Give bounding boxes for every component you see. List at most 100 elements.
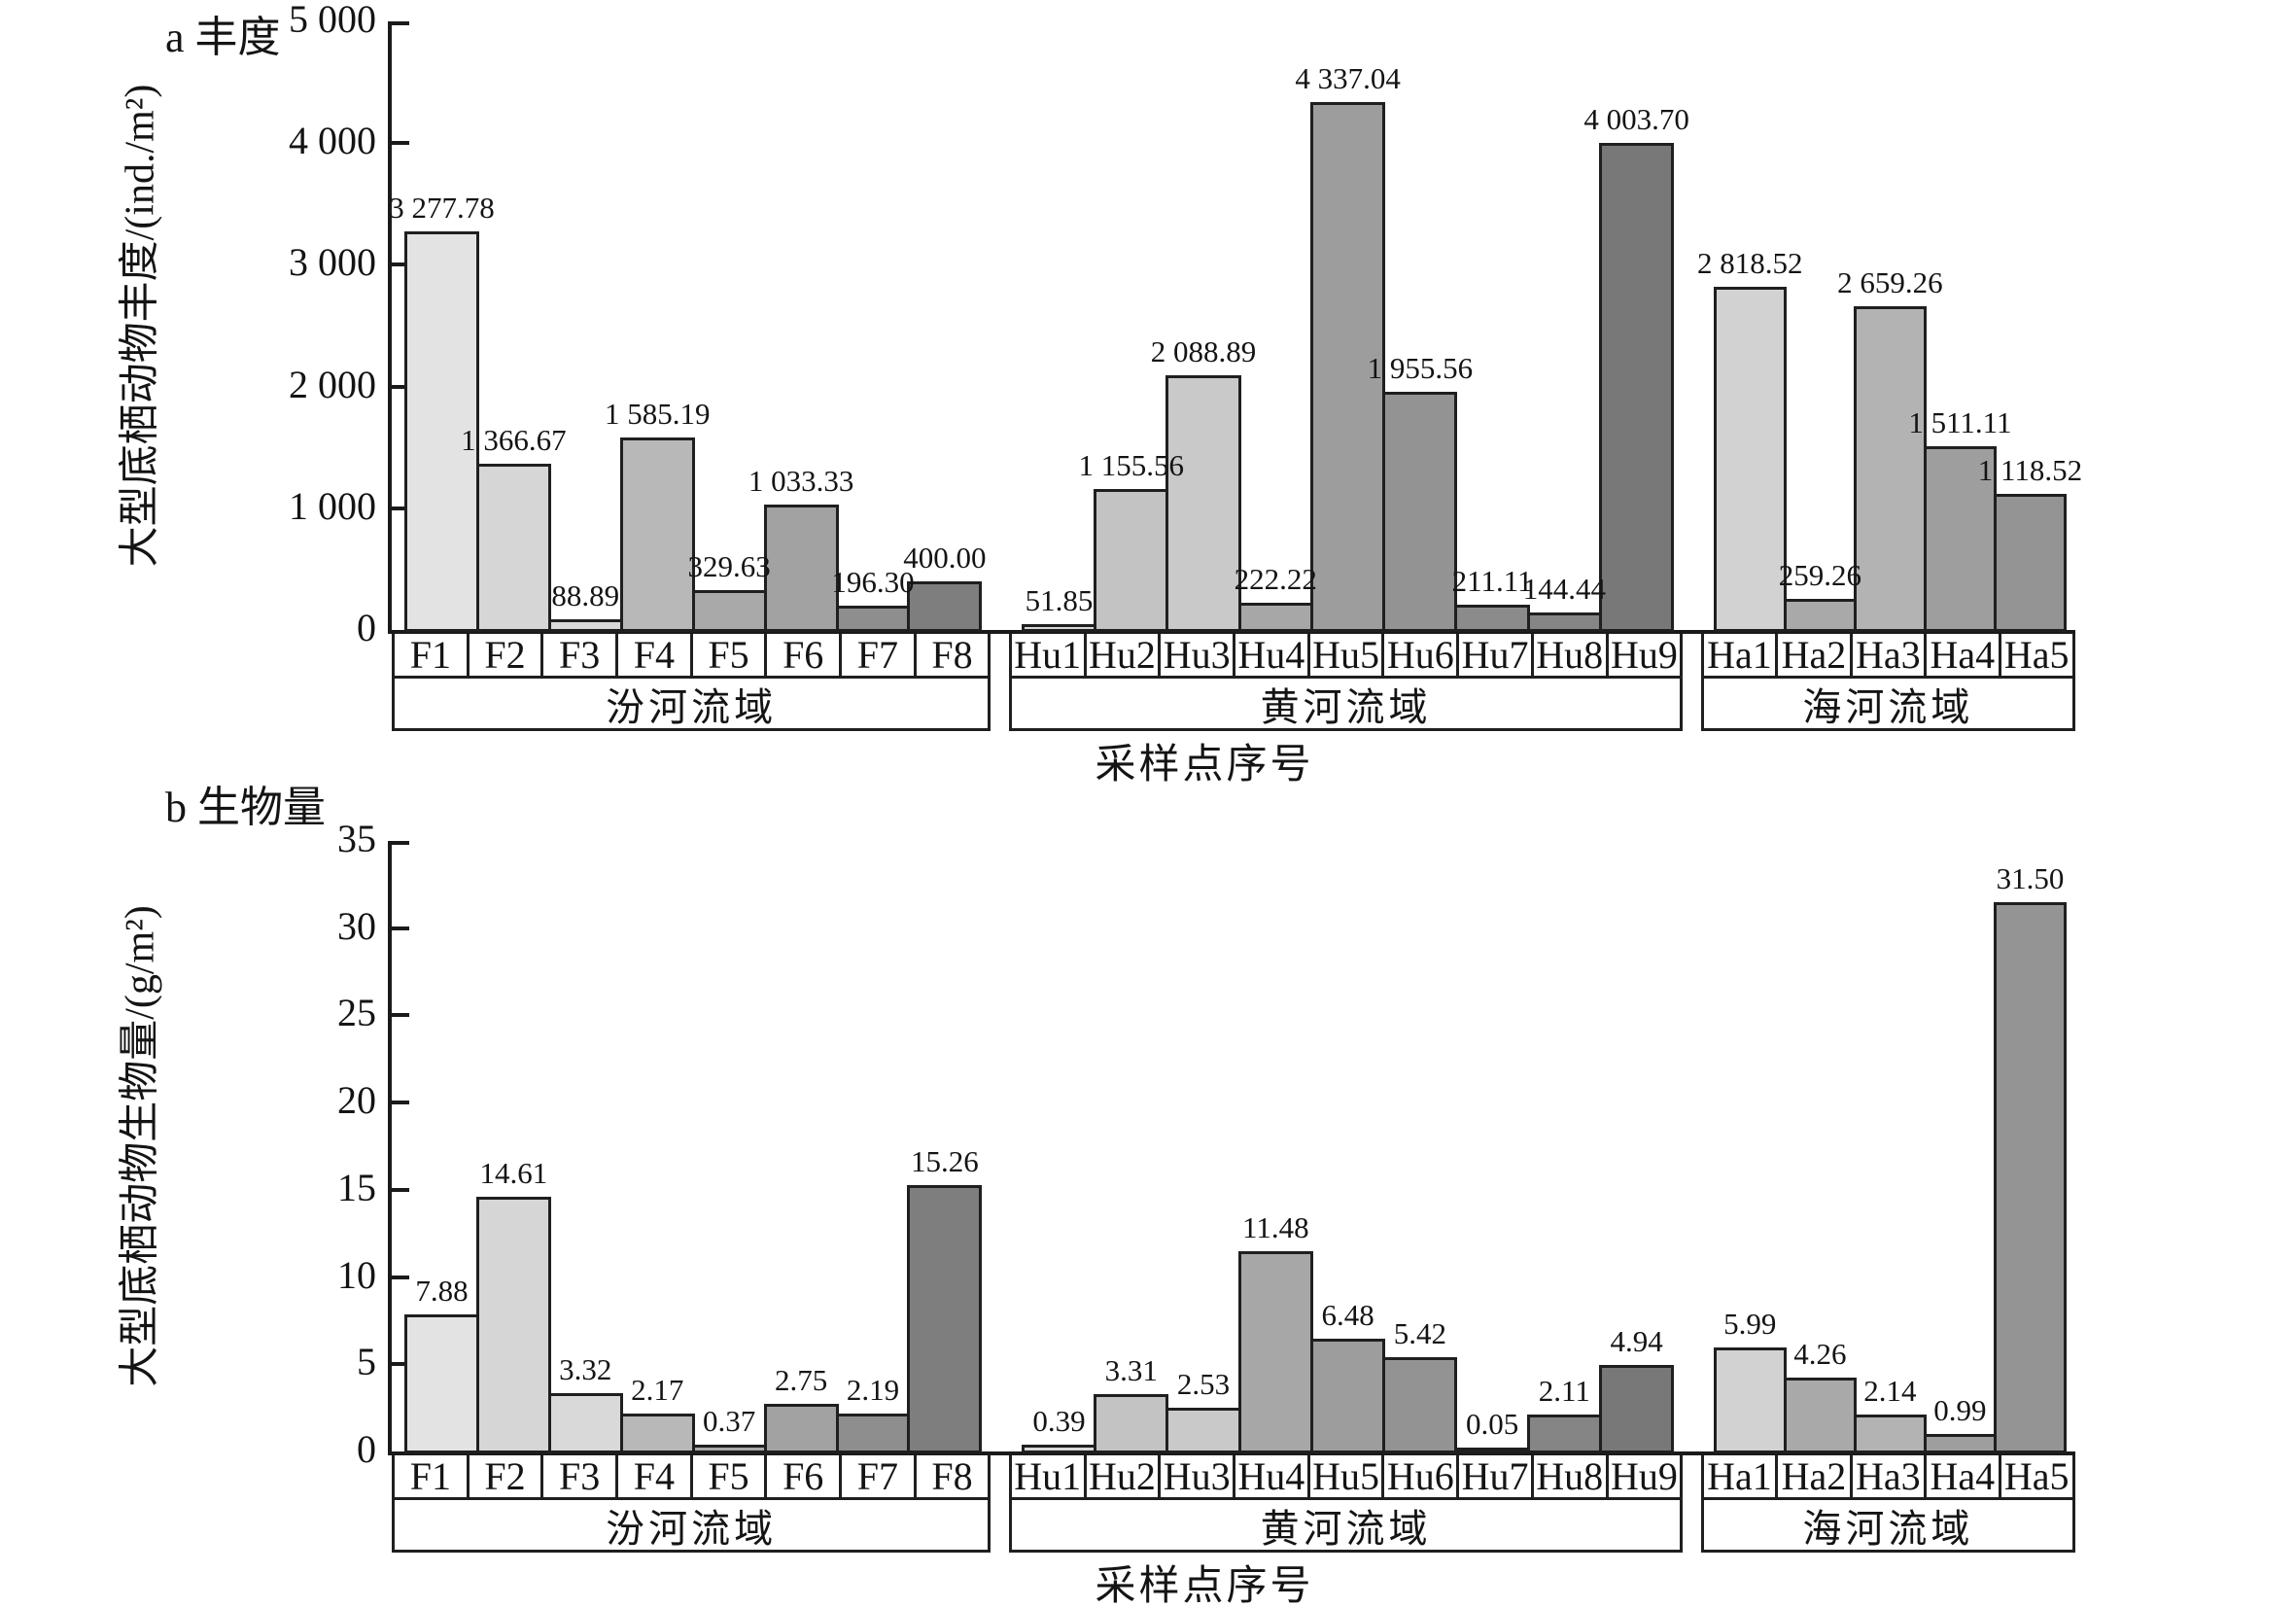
bar-F8 — [907, 580, 983, 632]
value-label-F4: 2.17 — [631, 1373, 684, 1408]
value-label-F6: 1 033.33 — [748, 463, 854, 498]
panel-title: a 丰度 — [165, 14, 281, 61]
bar-F8 — [907, 1185, 983, 1453]
y-tick-mark — [392, 1101, 409, 1105]
bar-F4 — [619, 1414, 695, 1453]
value-label-F5: 329.63 — [687, 548, 771, 583]
category-cell-F2: F2 — [470, 1454, 544, 1498]
value-label-F3: 88.89 — [551, 577, 620, 612]
bar-Ha1 — [1713, 287, 1787, 632]
value-label-F1: 7.88 — [415, 1273, 469, 1308]
category-cell-Ha4: Ha4 — [1927, 633, 2001, 677]
category-cell-Hu1: Hu1 — [1012, 1454, 1087, 1498]
y-axis-line — [388, 841, 392, 1451]
y-tick-mark — [392, 384, 409, 389]
bar-Ha4 — [1923, 1434, 1997, 1453]
bar-F5 — [691, 1445, 767, 1453]
bar-Hu9 — [1599, 1365, 1675, 1453]
value-label-Ha4: 0.99 — [1933, 1393, 1987, 1428]
y-tick-label: 30 — [337, 903, 376, 948]
category-row: F1 F2 F3 F4 F5 F6 F7 F8 — [392, 1454, 991, 1500]
bar-Hu4 — [1237, 603, 1313, 632]
value-label-Ha3: 2.14 — [1863, 1373, 1917, 1408]
bar-Hu4 — [1237, 1251, 1313, 1453]
value-label-Ha5: 31.50 — [1996, 860, 2065, 895]
y-tick-mark — [392, 141, 409, 146]
bar-Hu1 — [1021, 623, 1097, 632]
value-label-Ha2: 4.26 — [1793, 1336, 1847, 1371]
category-cell-F1: F1 — [395, 633, 470, 677]
value-label-F2: 14.61 — [479, 1155, 548, 1190]
category-cell-F3: F3 — [543, 633, 619, 677]
category-cell-Hu8: Hu8 — [1534, 1454, 1609, 1498]
category-row: F1 F2 F3 F4 F5 F6 F7 F8 — [392, 633, 991, 679]
basin-band: 海河流域 — [1700, 1500, 2075, 1553]
category-cell-F3: F3 — [543, 1454, 619, 1498]
x-axis-title: 采样点序号 — [1095, 743, 1314, 787]
value-label-F8: 15.26 — [911, 1144, 979, 1179]
y-tick-mark — [392, 1275, 409, 1279]
category-cell-Ha1: Ha1 — [1704, 633, 1779, 677]
x-axis-line — [388, 630, 2075, 634]
bar-Ha5 — [1993, 901, 2067, 1453]
value-label-Hu8: 2.11 — [1538, 1374, 1590, 1409]
category-cell-Ha5: Ha5 — [2003, 633, 2070, 677]
category-cell-F5: F5 — [693, 1454, 768, 1498]
category-cell-Hu9: Hu9 — [1611, 633, 1678, 677]
value-label-Hu4: 222.22 — [1234, 562, 1317, 597]
bar-Hu8 — [1526, 612, 1602, 632]
value-label-F4: 1 585.19 — [604, 396, 711, 431]
value-label-F2: 1 366.67 — [461, 422, 567, 457]
value-label-Hu6: 5.42 — [1393, 1315, 1446, 1350]
value-label-F1: 3 277.78 — [389, 190, 495, 225]
bar-Hu5 — [1309, 102, 1386, 632]
bar-F2 — [475, 1196, 551, 1453]
value-label-Ha2: 259.26 — [1778, 557, 1861, 592]
y-tick-label: 0 — [357, 606, 376, 649]
category-cell-Ha2: Ha2 — [1778, 633, 1853, 677]
bar-Ha1 — [1713, 1346, 1787, 1453]
value-label-Hu3: 2 088.89 — [1150, 334, 1257, 369]
bar-Ha3 — [1853, 306, 1927, 632]
category-cell-F7: F7 — [842, 1454, 917, 1498]
bar-Ha4 — [1923, 445, 1997, 632]
y-tick-mark — [392, 1013, 409, 1018]
bar-Hu6 — [1382, 1356, 1458, 1453]
value-label-F7: 2.19 — [846, 1372, 900, 1407]
bar-Ha2 — [1783, 1377, 1857, 1453]
value-label-Hu1: 51.85 — [1025, 582, 1094, 617]
value-label-Hu8: 144.44 — [1522, 571, 1606, 606]
bar-F1 — [404, 230, 479, 632]
value-label-Hu2: 3.31 — [1104, 1352, 1158, 1387]
y-axis-title: 大型底栖动物生物量/(g/m²) — [118, 905, 163, 1387]
basin-band: 海河流域 — [1700, 679, 2075, 731]
bar-F7 — [835, 606, 911, 632]
category-cell-F1: F1 — [395, 1454, 470, 1498]
bar-F3 — [547, 1393, 623, 1453]
category-cell-F6: F6 — [767, 1454, 843, 1498]
y-tick-label: 10 — [337, 1252, 376, 1297]
category-cell-F6: F6 — [767, 633, 843, 677]
value-label-Hu9: 4 003.70 — [1583, 101, 1689, 136]
category-cell-Ha4: Ha4 — [1927, 1454, 2001, 1498]
value-label-Ha4: 1 511.11 — [1908, 404, 2012, 439]
bar-Hu7 — [1454, 1448, 1530, 1453]
category-cell-Hu3: Hu3 — [1161, 633, 1236, 677]
value-label-Hu7: 0.05 — [1465, 1407, 1519, 1441]
category-cell-Hu1: Hu1 — [1012, 633, 1087, 677]
bar-F2 — [475, 463, 551, 632]
category-cell-Hu4: Hu4 — [1235, 633, 1310, 677]
category-cell-Hu6: Hu6 — [1384, 633, 1460, 677]
value-label-Ha5: 1 118.52 — [1977, 452, 2083, 487]
bar-Hu2 — [1094, 1393, 1169, 1453]
category-cell-F8: F8 — [931, 1454, 973, 1498]
bar-F1 — [404, 1313, 479, 1453]
y-axis-title: 大型底栖动物丰度/(ind./m²) — [118, 84, 163, 568]
category-row: Hu1 Hu2 Hu3 Hu4 Hu5 Hu6 Hu7 Hu8 Hu9 — [1008, 1454, 1684, 1500]
category-cell-Ha1: Ha1 — [1704, 1454, 1779, 1498]
bar-Ha2 — [1783, 598, 1857, 632]
category-cell-Ha3: Ha3 — [1853, 1454, 1928, 1498]
y-tick-label: 3 000 — [289, 240, 376, 285]
value-label-F5: 0.37 — [703, 1404, 756, 1439]
